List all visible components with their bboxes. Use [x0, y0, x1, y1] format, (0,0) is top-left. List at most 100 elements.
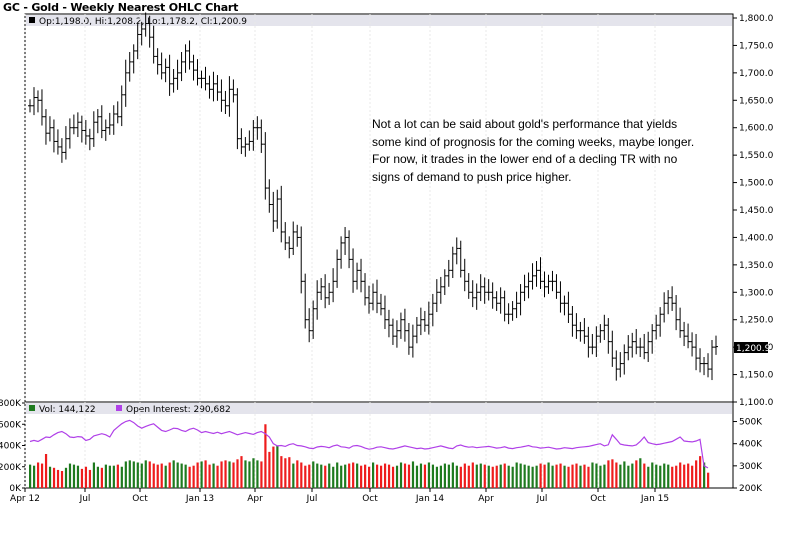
price-tick-label: 1,150.0 — [739, 371, 774, 381]
oi-tick-label: 500K — [739, 418, 763, 428]
volume-bar — [360, 465, 363, 488]
volume-bar — [44, 454, 48, 488]
volume-bar — [136, 462, 139, 488]
ohlc-bar — [494, 291, 499, 311]
ohlc-bar — [91, 111, 96, 147]
ohlc-bar — [103, 119, 108, 141]
volume-bar — [699, 456, 702, 488]
volume-bar — [200, 461, 203, 488]
x-tick-label: Apr — [247, 494, 263, 504]
volume-bar — [300, 462, 303, 488]
volume-bar — [439, 465, 443, 488]
volume-bar — [228, 461, 231, 488]
ohlc-bar — [422, 310, 427, 332]
ohlc-bar — [79, 115, 84, 143]
ohlc-bar — [259, 119, 264, 153]
volume-bar — [635, 460, 638, 488]
price-tick-label: 1,300.0 — [739, 288, 774, 298]
volume-bar — [280, 456, 283, 488]
volume-bar — [296, 460, 299, 488]
volume-bar — [483, 464, 486, 488]
volume-bar — [503, 463, 506, 488]
volume-bar — [140, 463, 143, 488]
ohlc-bar — [207, 75, 212, 99]
volume-bar — [383, 463, 387, 488]
ohlc-bar — [570, 306, 575, 337]
ohlc-bar — [522, 274, 527, 302]
ohlc-bar — [243, 137, 248, 157]
ohlc-bar — [550, 270, 555, 292]
annotation-line: For now, it trades in the lower end of a… — [372, 152, 678, 166]
ohlc-bar — [426, 301, 431, 335]
oi-tick-label: 200K — [739, 484, 763, 494]
ohlc-bar — [674, 295, 679, 331]
volume-bar — [523, 464, 526, 488]
ohlc-bar — [219, 79, 224, 112]
volume-bar — [487, 465, 490, 488]
volume-bar — [152, 463, 155, 488]
ohlc-bar — [630, 332, 635, 358]
volume-bar — [375, 464, 379, 488]
ohlc-bar — [626, 335, 631, 361]
volume-tick-label: 400K — [0, 442, 22, 452]
volume-bar — [411, 461, 415, 488]
volume-bar — [40, 463, 44, 488]
volume-bar — [116, 464, 119, 488]
volume-bar — [479, 463, 482, 488]
volume-bar — [288, 457, 291, 488]
volume-right-axis: 500K 400K 300K 200K — [733, 418, 763, 494]
ohlc-bar — [307, 308, 312, 343]
annotation: Not a lot can be said about gold's perfo… — [372, 116, 712, 186]
x-tick-label: Oct — [590, 494, 606, 504]
price-panel-header — [26, 15, 732, 26]
ohlc-bar — [331, 268, 336, 303]
ohlc-bar — [686, 323, 691, 349]
ohlc-bar — [698, 348, 703, 373]
volume-bar — [663, 463, 666, 488]
volume-bar — [651, 462, 654, 488]
volume-bar — [395, 465, 399, 488]
volume-bar — [124, 461, 127, 488]
ohlc-bar — [131, 44, 136, 74]
volume-bar — [212, 463, 215, 488]
x-tick-label: Jul — [536, 494, 548, 504]
vol-legend-swatch — [29, 405, 35, 411]
ohlc-bar — [35, 90, 40, 113]
ohlc-bar — [662, 292, 667, 323]
volume-bar — [64, 467, 68, 488]
volume-bar — [132, 461, 135, 488]
ohlc-bar — [478, 274, 483, 302]
volume-bar — [264, 424, 267, 488]
ohlc-bar — [159, 52, 164, 80]
volume-bar — [244, 460, 247, 488]
x-tick-label: Jul — [306, 494, 318, 504]
volume-bar — [539, 463, 542, 488]
ohlc-bar — [430, 293, 435, 327]
ohlc-bar — [622, 344, 627, 375]
volume-bar — [691, 465, 694, 488]
last-price-label: 1,200.9 — [736, 344, 771, 354]
volume-bar — [340, 465, 343, 488]
ohlc-bar — [514, 291, 519, 319]
oi-legend: Open Interest: 290,682 — [126, 405, 231, 415]
x-tick-label: Oct — [362, 494, 378, 504]
ohlc-bar — [386, 309, 391, 338]
volume-bars — [29, 424, 710, 488]
volume-bar — [368, 466, 371, 488]
price-tick-label: 1,550.0 — [739, 151, 774, 161]
ohlc-bar — [690, 332, 695, 357]
ohlc-bar — [163, 58, 168, 83]
volume-bar — [575, 463, 578, 488]
volume-bar — [316, 463, 319, 488]
price-tick-label: 1,500.0 — [739, 179, 774, 189]
ohlc-bar — [534, 261, 539, 287]
volume-bar — [232, 462, 235, 488]
volume-bar — [320, 464, 323, 488]
ohlc-bar — [327, 282, 332, 305]
ohlc-bar — [295, 224, 300, 247]
ohlc-bar — [598, 324, 603, 343]
volume-bar — [655, 464, 658, 488]
volume-bar — [56, 469, 60, 488]
ohlc-bar — [398, 312, 403, 339]
ohlc-bar — [694, 333, 699, 371]
